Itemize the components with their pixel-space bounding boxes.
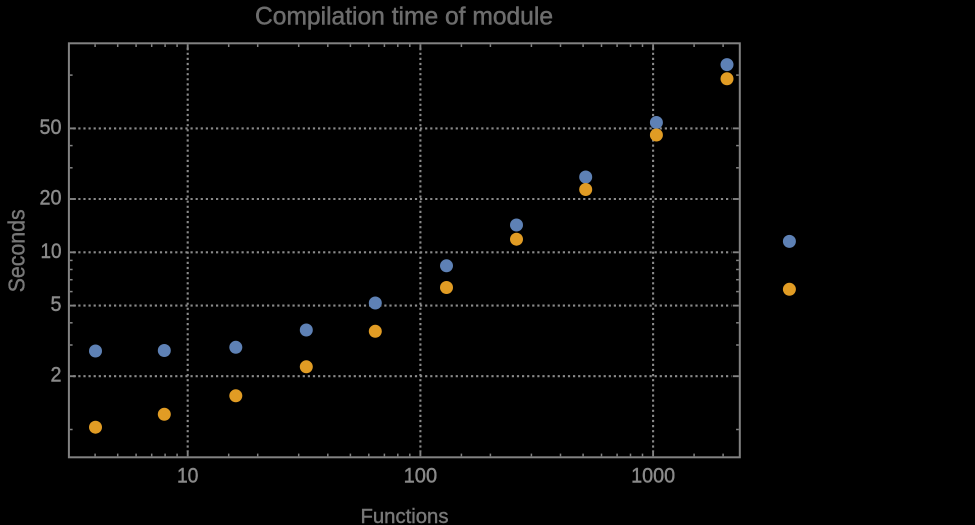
svg-text:Seconds: Seconds	[4, 209, 30, 292]
svg-text:10: 10	[177, 464, 199, 488]
svg-text:2: 2	[51, 363, 62, 387]
svg-text:1000: 1000	[631, 464, 675, 488]
svg-text:50: 50	[40, 115, 62, 139]
svg-text:100: 100	[404, 464, 438, 488]
svg-text:10: 10	[41, 239, 62, 263]
svg-text:20: 20	[40, 186, 62, 210]
svg-text:5: 5	[51, 292, 62, 316]
svg-text:Functions: Functions	[361, 506, 449, 525]
svg-text:Compilation time of module: Compilation time of module	[255, 3, 553, 31]
